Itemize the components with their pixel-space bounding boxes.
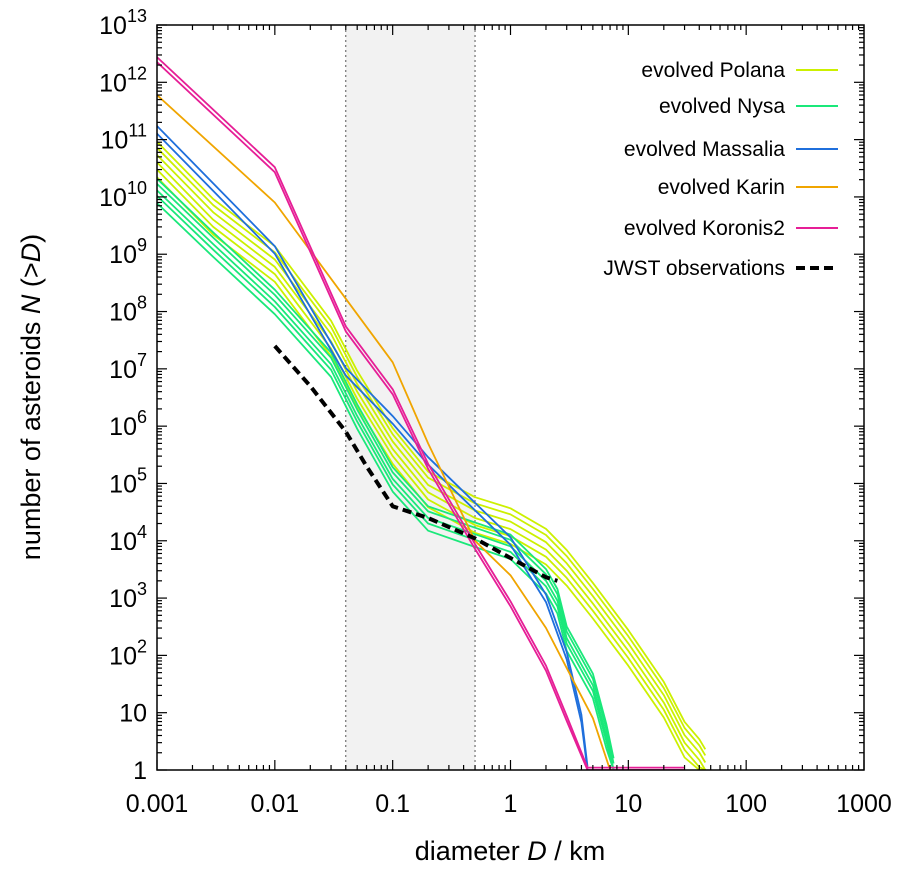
y-tick-labels: 1 10 102 103 104 105 106 107 108 109 1010 1011 1012 1… [99, 6, 147, 785]
ticks-layer [156, 24, 865, 771]
y-tick-label: 1011 [101, 121, 148, 155]
y-tick-label: 1010 [99, 178, 147, 212]
y-tick-label: 10 [119, 700, 147, 728]
y-tick-label: 106 [109, 407, 147, 441]
y-tick-label: 102 [109, 636, 147, 670]
series-layer [157, 56, 707, 770]
x-tick-label: 0.001 [126, 790, 189, 818]
x-tick-label: 0.01 [250, 790, 299, 818]
y-tick-label: 1 [133, 757, 147, 785]
series-line-evolved-karin [157, 94, 611, 770]
y-tick-label: 103 [109, 579, 147, 613]
y-axis-label: number of asteroids N (>D) [16, 234, 46, 560]
series-line-evolved-nysa-run-4 [157, 183, 615, 764]
y-tick-label: 1013 [99, 6, 147, 40]
series-line-evolved-polana-run-5 [157, 147, 707, 756]
x-axis-label: diameter D / km [415, 836, 606, 866]
y-tick-label: 108 [109, 293, 147, 327]
legend-label: evolved Massalia [624, 138, 785, 161]
series-line-evolved-nysa-run-3 [157, 189, 615, 770]
x-tick-label: 100 [725, 790, 767, 818]
x-tick-label: 10 [614, 790, 642, 818]
y-tick-label: 1012 [99, 63, 147, 97]
legend-label: JWST observations [603, 257, 785, 280]
series-line-evolved-nysa-run-5 [157, 178, 615, 759]
series-line-jwst-observations [273, 344, 558, 583]
x-tick-labels: 0.001 0.01 0.1 1 10 100 1000 [126, 790, 892, 818]
legend-label: evolved Polana [641, 59, 785, 82]
plot-background [157, 25, 864, 770]
legend-label: evolved Koronis2 [624, 217, 785, 240]
series-line-evolved-massalia-run-2 [157, 125, 589, 767]
series-line-evolved-nysa-run-1 [157, 202, 615, 770]
y-tick-label: 105 [109, 464, 147, 498]
series-line-evolved-koronis2-run-2 [157, 56, 685, 769]
x-tick-label: 1 [504, 790, 518, 818]
legend-label: evolved Nysa [659, 95, 785, 118]
series-line-evolved-koronis2-run-1 [157, 61, 685, 770]
series-line-evolved-massalia-run-1 [157, 132, 589, 770]
legend: evolved Polana evolved Nysa evolved Mass… [603, 59, 838, 280]
y-tick-label: 109 [109, 235, 147, 269]
series-line-evolved-polana-run-6 [157, 141, 707, 750]
y-tick-label: 107 [109, 350, 147, 384]
x-tick-label: 1000 [836, 790, 892, 818]
x-tick-label: 0.1 [375, 790, 410, 818]
legend-label: evolved Karin [658, 176, 785, 199]
y-tick-label: 104 [109, 522, 147, 556]
